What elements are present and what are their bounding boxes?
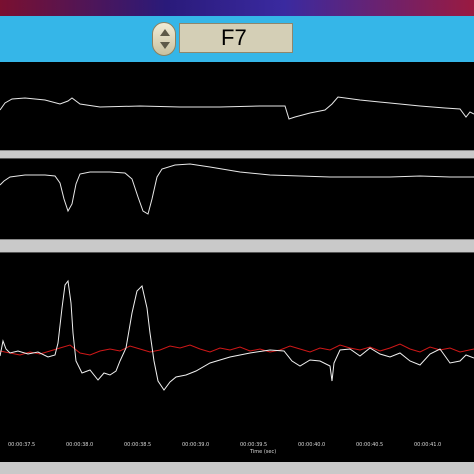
- time-axis-label: Time (sec): [250, 449, 277, 455]
- time-tick-label: 00:00:40.5: [356, 442, 384, 448]
- trace-2-line: [0, 163, 474, 215]
- window-title-bar: [0, 0, 474, 16]
- horizontal-scrollbar[interactable]: [0, 462, 474, 474]
- time-tick-label: 00:00:38.5: [124, 442, 152, 448]
- trace-panel-1: [0, 62, 474, 150]
- panel-divider[interactable]: [0, 239, 474, 253]
- time-tick-label: 00:00:41.0: [414, 442, 442, 448]
- time-tick-label: 00:00:39.5: [240, 442, 268, 448]
- trace-panel-3: [0, 253, 474, 420]
- time-tick-label: 00:00:37.5: [8, 442, 36, 448]
- time-tick-label: 00:00:39.0: [182, 442, 210, 448]
- channel-name-display: F7: [179, 23, 293, 53]
- time-tick-label: 00:00:40.0: [298, 442, 326, 448]
- overlay-red-line: [0, 343, 474, 356]
- trace-3-plot: [0, 279, 474, 391]
- panel-divider[interactable]: [0, 150, 474, 159]
- trace-1-plot: [0, 96, 474, 120]
- arrow-up-icon[interactable]: [160, 29, 170, 36]
- trace-1-line: [0, 96, 474, 120]
- channel-stepper[interactable]: [152, 22, 176, 56]
- trace-panel-2: [0, 159, 474, 239]
- trace-2-plot: [0, 163, 474, 215]
- time-tick-label: 00:00:38.0: [66, 442, 94, 448]
- eeg-white-line: [0, 279, 474, 391]
- arrow-down-icon[interactable]: [160, 42, 170, 49]
